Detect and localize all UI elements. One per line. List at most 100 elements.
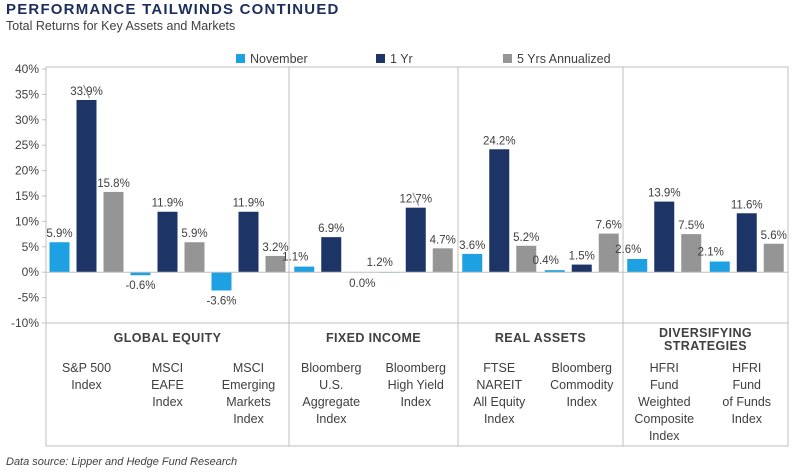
legend-swatch <box>236 54 245 63</box>
bar-5-yrs-annualized <box>598 233 619 273</box>
data-label: 11.6% <box>731 199 763 211</box>
data-label-layer: 5.9%-0.6%-3.6%1.1%1.2%3.6%0.4%2.6%2.1%33… <box>46 84 787 307</box>
bar-1-yr <box>571 264 592 273</box>
category-label: Fund <box>733 378 762 392</box>
y-tick-label: 30% <box>15 113 39 127</box>
data-source-note: Data source: Lipper and Hedge Fund Resea… <box>6 456 238 468</box>
category-label: Weighted <box>638 395 691 409</box>
data-label: 1.5% <box>569 251 595 263</box>
category-label: Aggregate <box>302 395 360 409</box>
bar-1-yr <box>489 149 510 273</box>
category-label: Emerging <box>222 378 276 392</box>
category-label: FTSE <box>483 361 515 375</box>
legend-swatch <box>376 54 385 63</box>
category-label: Commodity <box>550 378 614 392</box>
data-label: 11.9% <box>233 198 265 210</box>
category-label: Index <box>316 412 347 426</box>
category-label: Markets <box>226 395 270 409</box>
data-label: 6.9% <box>318 223 344 235</box>
y-tick-label: -5% <box>18 291 40 305</box>
bar-1-yr <box>654 201 675 273</box>
data-label: 2.1% <box>698 247 724 259</box>
bar-5-yrs-annualized <box>681 234 702 273</box>
bar-5-yrs-annualized <box>103 191 124 273</box>
category-label: Index <box>400 395 431 409</box>
category-label: Index <box>731 412 762 426</box>
data-label: 13.9% <box>648 188 681 200</box>
data-label: 11.9% <box>152 198 184 210</box>
category-label: Index <box>484 412 515 426</box>
bar-november <box>49 242 70 273</box>
data-label: 5.6% <box>761 230 787 242</box>
category-label: Index <box>152 395 183 409</box>
data-label: 4.7% <box>430 234 456 246</box>
label-leader-line <box>83 84 90 99</box>
bar-november <box>462 253 483 273</box>
bar-1-yr <box>157 211 178 273</box>
category-label: Index <box>233 412 264 426</box>
data-label: 5.9% <box>46 228 72 240</box>
category-label: Fund <box>650 378 679 392</box>
y-tick-label: 5% <box>22 240 40 254</box>
category-label: NAREIT <box>476 378 522 392</box>
y-tick-label: -10% <box>11 316 39 330</box>
legend-label: 1 Yr <box>390 52 413 66</box>
bar-1-yr <box>736 213 757 273</box>
category-label: HFRI <box>650 361 679 375</box>
category-label: Bloomberg <box>386 361 446 375</box>
data-label: 5.9% <box>181 228 207 240</box>
category-label: Index <box>71 378 102 392</box>
data-label: 3.6% <box>459 240 485 252</box>
data-label: 0.4% <box>533 255 559 267</box>
data-label: 2.6% <box>615 244 641 256</box>
bar-1-yr <box>405 207 426 273</box>
category-label: Composite <box>634 412 694 426</box>
legend: November 1 Yr 5 Yrs Annualized <box>236 52 611 66</box>
y-tick-label: 10% <box>15 214 39 228</box>
category-label: of Funds <box>722 395 771 409</box>
data-label: -3.6% <box>206 295 236 307</box>
data-label: 7.5% <box>678 220 704 232</box>
category-label: S&P 500 <box>62 361 111 375</box>
returns-bar-chart: 5.9%-0.6%-3.6%1.1%1.2%3.6%0.4%2.6%2.1%33… <box>11 52 789 447</box>
y-tick-label: 25% <box>15 138 39 152</box>
y-tick-label: 35% <box>15 87 39 101</box>
data-label: 1.1% <box>282 252 308 264</box>
bar-november <box>544 270 565 273</box>
category-label: MSCI <box>152 361 183 375</box>
data-label: 3.2% <box>262 242 288 254</box>
page-subtitle: Total Returns for Key Assets and Markets <box>6 19 236 33</box>
category-label: Bloomberg <box>301 361 361 375</box>
y-tick-label: 20% <box>15 164 39 178</box>
category-label: High Yield <box>388 378 444 392</box>
category-label: MSCI <box>233 361 264 375</box>
category-label: Index <box>649 429 680 443</box>
bar-5-yrs-annualized <box>516 245 537 273</box>
label-leader-line <box>412 192 420 206</box>
data-label: 0.0% <box>349 278 375 290</box>
category-label: All Equity <box>473 395 526 409</box>
legend-label: November <box>250 52 308 66</box>
legend-swatch <box>503 54 512 63</box>
data-label: 24.2% <box>483 135 516 147</box>
data-label: 1.2% <box>367 257 393 269</box>
data-label: 7.6% <box>596 220 622 232</box>
bar-november <box>294 266 315 273</box>
category-label: HFRI <box>732 361 761 375</box>
grid-layer <box>45 66 789 447</box>
data-label: 15.8% <box>97 178 130 190</box>
bar-1-yr <box>321 237 342 273</box>
bar-1-yr <box>76 99 97 273</box>
y-tick-label: 0% <box>22 265 40 279</box>
y-tick-label: 15% <box>15 189 39 203</box>
data-label: 5.2% <box>513 232 539 244</box>
group-label: FIXED INCOME <box>326 331 421 345</box>
y-tick-label: 40% <box>15 62 39 76</box>
legend-label: 5 Yrs Annualized <box>517 52 611 66</box>
category-label: U.S. <box>319 378 343 392</box>
bar-november <box>211 272 232 291</box>
bar-5-yrs-annualized <box>184 242 205 273</box>
page-title: PERFORMANCE TAILWINDS CONTINUED <box>6 1 340 18</box>
group-label: STRATEGIES <box>664 339 747 353</box>
bar-layer <box>49 99 784 291</box>
